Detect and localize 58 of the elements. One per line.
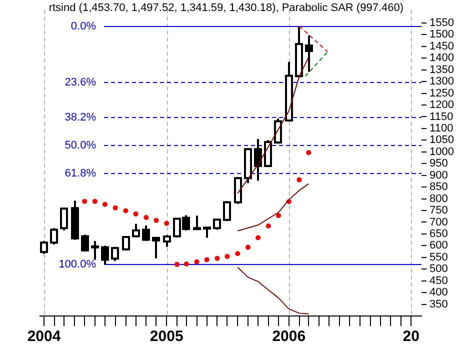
y-tick-label: 1500 — [430, 28, 454, 41]
point — [194, 259, 200, 264]
point — [296, 177, 302, 182]
y-tick-label: 950 — [430, 158, 448, 170]
point — [102, 202, 108, 207]
x-tick-label: 2006 — [272, 328, 306, 346]
y-tick-label: 1400 — [430, 52, 454, 64]
annotation: 50.0% — [64, 140, 96, 152]
y-tick-label: 450 — [430, 274, 448, 287]
point — [92, 198, 98, 204]
y-tick-label: 1150 — [430, 110, 454, 123]
y-tick-label: 500 — [430, 263, 448, 276]
point — [123, 208, 128, 214]
y-tick-label: 900 — [430, 169, 448, 182]
point — [82, 198, 88, 204]
point — [256, 235, 261, 240]
x-tick-label: 2005 — [150, 328, 184, 346]
point — [214, 256, 220, 261]
annotation: 23.6% — [64, 76, 96, 89]
point — [184, 261, 189, 266]
point — [224, 254, 230, 259]
point — [154, 218, 159, 223]
y-tick-label: 1200 — [430, 99, 454, 112]
annotation: 100.0% — [58, 258, 96, 271]
y-tick-label: 1350 — [430, 64, 454, 76]
y-tick-label: 850 — [430, 181, 448, 194]
y-tick-label: 350 — [430, 298, 448, 310]
y-tick-label: 400 — [430, 286, 448, 299]
y-tick-label: 1450 — [430, 40, 454, 52]
point — [246, 244, 251, 250]
point — [164, 220, 170, 226]
x-tick-label: 2004 — [27, 328, 62, 346]
point — [174, 262, 180, 267]
y-tick-label: 700 — [430, 216, 448, 228]
y-tick-label: 550 — [430, 251, 448, 264]
point — [133, 212, 138, 217]
point — [266, 223, 271, 228]
y-tick-label: 800 — [430, 192, 448, 205]
annotation: 0.0% — [70, 20, 96, 33]
x-tick-label: 20 — [402, 328, 420, 346]
chart-title: rtsind (1,453.70, 1,497.52, 1,341.59, 1,430.18), Parabolic SAR (997.460) — [48, 2, 404, 14]
point — [276, 213, 281, 218]
annotation: 38.2% — [64, 112, 96, 124]
point — [235, 251, 240, 256]
point — [144, 215, 149, 220]
y-tick-label: 1300 — [430, 76, 454, 88]
y-tick-label: 650 — [430, 228, 448, 240]
y-tick-label: 1050 — [430, 134, 454, 146]
point — [112, 205, 118, 210]
y-tick-label: 600 — [430, 240, 448, 252]
y-tick-label: 1000 — [430, 146, 454, 158]
y-tick-label: 750 — [430, 204, 448, 217]
annotation: 61.8% — [64, 168, 96, 180]
point — [204, 257, 210, 262]
y-tick-label: 1100 — [430, 122, 454, 134]
y-tick-label: 1250 — [430, 87, 454, 100]
point — [306, 150, 312, 156]
y-tick-label: 1550 — [430, 16, 454, 29]
